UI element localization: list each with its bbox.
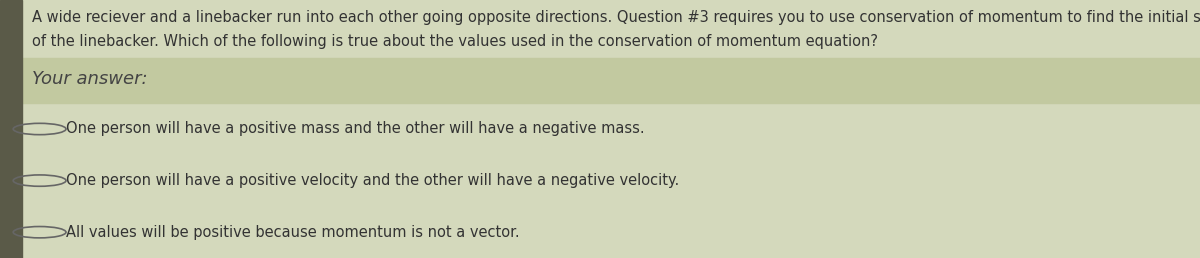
- Bar: [0, 0, 22, 258]
- Text: One person will have a positive mass and the other will have a negative mass.: One person will have a positive mass and…: [66, 122, 644, 136]
- Text: A wide reciever and a linebacker run into each other going opposite directions. : A wide reciever and a linebacker run int…: [32, 10, 1200, 25]
- Text: Your answer:: Your answer:: [32, 70, 148, 88]
- Text: All values will be positive because momentum is not a vector.: All values will be positive because mome…: [66, 225, 520, 240]
- Bar: [22, 58, 1200, 103]
- Text: of the linebacker. Which of the following is true about the values used in the c: of the linebacker. Which of the followin…: [32, 34, 878, 49]
- Text: One person will have a positive velocity and the other will have a negative velo: One person will have a positive velocity…: [66, 173, 679, 188]
